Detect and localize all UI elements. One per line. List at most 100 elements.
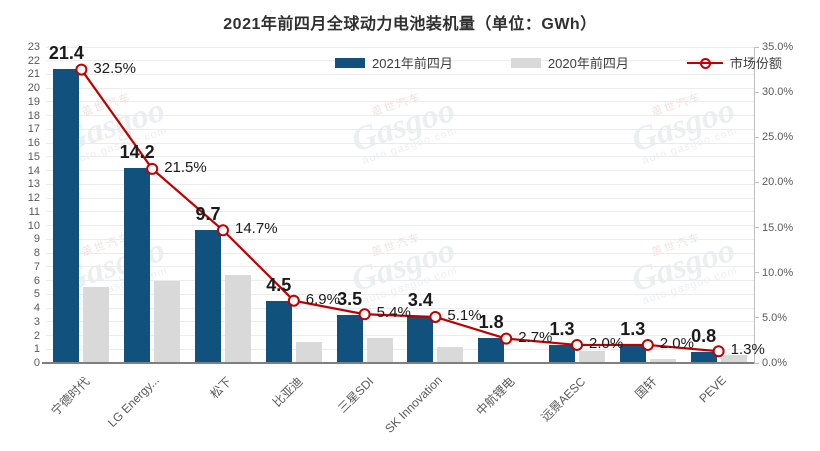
bar-2021 bbox=[265, 301, 292, 363]
gridline bbox=[46, 46, 754, 48]
category-label: 宁德时代 bbox=[48, 374, 93, 419]
legend: 2021年前四月 2020年前四月 市场份额 bbox=[335, 53, 782, 72]
gridline bbox=[46, 211, 754, 213]
right-axis-tick bbox=[754, 46, 759, 48]
bar-2020 bbox=[83, 287, 110, 363]
gridline bbox=[46, 348, 754, 350]
right-axis-line bbox=[754, 47, 755, 363]
y-axis-tick-left: 19 bbox=[27, 95, 40, 108]
share-label: 1.3% bbox=[730, 341, 765, 359]
gridline bbox=[46, 321, 754, 323]
value-label: 21.4 bbox=[48, 42, 84, 63]
share-label: 5.1% bbox=[447, 306, 482, 324]
right-axis-tick bbox=[754, 317, 759, 319]
share-label: 32.5% bbox=[93, 59, 136, 77]
y-axis-tick-left: 18 bbox=[27, 109, 40, 122]
y-axis-tick-left: 0 bbox=[33, 357, 40, 369]
y-axis-tick-left: 21 bbox=[27, 68, 40, 81]
bar-2021 bbox=[336, 314, 363, 363]
y-axis-tick-left: 12 bbox=[27, 192, 40, 205]
right-axis-tick bbox=[754, 91, 759, 93]
gridline bbox=[46, 87, 754, 89]
value-label: 0.8 bbox=[691, 326, 717, 346]
value-label: 1.8 bbox=[478, 312, 504, 333]
right-axis-tick bbox=[754, 272, 759, 274]
bar-2020 bbox=[649, 358, 676, 363]
legend-item-2020: 2020年前四月 bbox=[510, 53, 629, 72]
gridline bbox=[46, 252, 754, 254]
y-axis-tick-left: 22 bbox=[27, 54, 40, 67]
share-label: 21.5% bbox=[164, 158, 207, 176]
y-axis-tick-right: 20.0% bbox=[762, 176, 794, 189]
share-label: 6.9% bbox=[305, 290, 340, 308]
chart-title: 2021年前四月全球动力电池装机量（单位：GWh） bbox=[223, 16, 597, 33]
y-axis-tick-left: 7 bbox=[33, 260, 40, 273]
gasgoo-watermark: 盖世汽车 Gasgoo auto.gasgoo.com bbox=[347, 91, 460, 167]
y-axis-tick-left: 4 bbox=[33, 302, 40, 315]
y-axis-tick-right: 10.0% bbox=[762, 266, 794, 279]
right-axis-tick bbox=[754, 181, 759, 183]
y-axis-tick-left: 5 bbox=[33, 288, 40, 301]
gridline bbox=[46, 183, 754, 185]
bar-2021 bbox=[124, 167, 151, 363]
value-label: 4.5 bbox=[266, 275, 292, 296]
gridline bbox=[46, 115, 754, 117]
value-label: 1.3 bbox=[620, 319, 646, 340]
legend-item-share: 市场份额 bbox=[686, 53, 782, 72]
bar-2021 bbox=[549, 345, 575, 363]
bar-2020 bbox=[366, 338, 393, 363]
share-label: 2.7% bbox=[518, 328, 553, 346]
gridline bbox=[46, 335, 754, 337]
x-axis-line bbox=[42, 362, 754, 364]
bar-2020 bbox=[720, 354, 747, 363]
gridline bbox=[46, 197, 754, 199]
bar-2020 bbox=[295, 342, 322, 363]
y-axis-tick-left: 14 bbox=[27, 164, 40, 177]
y-axis-tick-left: 1 bbox=[33, 343, 40, 356]
right-axis-tick bbox=[754, 136, 759, 138]
legend-label-2020: 2020年前四月 bbox=[547, 56, 629, 71]
value-label: 3.5 bbox=[337, 288, 363, 309]
gridline bbox=[46, 128, 754, 130]
share-label: 2.0% bbox=[659, 334, 694, 352]
bar-2020 bbox=[154, 280, 181, 363]
bar-2021 bbox=[195, 229, 221, 363]
y-axis-tick-left: 6 bbox=[33, 274, 40, 287]
value-label: 1.3 bbox=[549, 319, 575, 340]
y-axis-tick-right: 35.0% bbox=[762, 41, 794, 53]
y-axis-tick-left: 17 bbox=[27, 123, 40, 136]
right-axis-tick bbox=[754, 362, 759, 364]
legend-label-2021: 2021年前四月 bbox=[372, 56, 453, 71]
legend-swatch-2020-icon bbox=[510, 57, 541, 68]
y-axis-tick-left: 20 bbox=[27, 82, 40, 95]
bar-2021 bbox=[619, 345, 646, 363]
gridline bbox=[46, 293, 754, 295]
bar-2021 bbox=[478, 338, 505, 363]
share-label: 2.0% bbox=[589, 334, 624, 352]
bar-2021 bbox=[53, 68, 80, 363]
y-axis-tick-left: 15 bbox=[27, 150, 40, 163]
y-axis-tick-left: 3 bbox=[33, 315, 40, 328]
bar-2020 bbox=[579, 350, 605, 363]
gridline bbox=[46, 225, 754, 227]
gridline bbox=[46, 73, 754, 75]
value-label: 14.2 bbox=[119, 141, 155, 162]
gridline bbox=[46, 280, 754, 282]
bar-2021 bbox=[690, 352, 717, 363]
value-label: 3.4 bbox=[407, 290, 433, 311]
legend-swatch-2021-icon bbox=[335, 57, 365, 68]
right-axis-tick bbox=[754, 227, 759, 229]
gridline bbox=[46, 60, 754, 62]
y-axis-tick-left: 11 bbox=[28, 205, 40, 218]
y-axis-tick-left: 23 bbox=[27, 41, 40, 53]
bar-2020 bbox=[225, 275, 251, 363]
gridline bbox=[46, 101, 754, 103]
y-axis-tick-left: 8 bbox=[33, 247, 40, 260]
y-axis-tick-right: 30.0% bbox=[762, 86, 794, 99]
y-axis-tick-left: 16 bbox=[27, 137, 40, 150]
gridline bbox=[46, 170, 754, 172]
bar-2020 bbox=[437, 346, 464, 363]
legend-line-marker-icon bbox=[686, 57, 723, 69]
y-axis-tick-left: 2 bbox=[33, 329, 40, 342]
